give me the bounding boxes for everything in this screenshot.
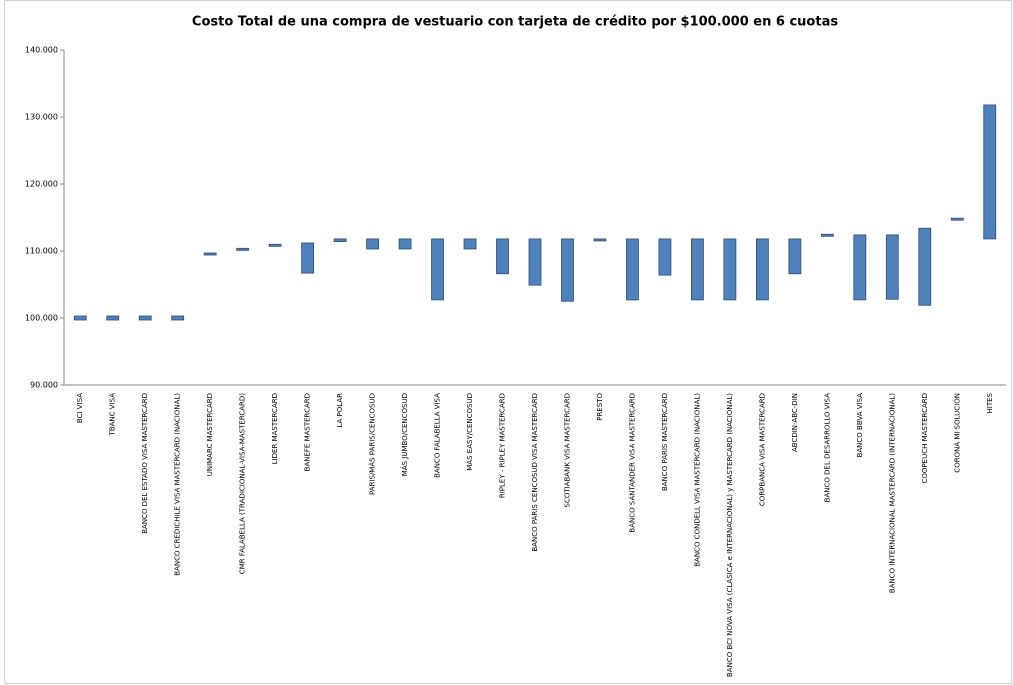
bar	[723, 238, 737, 301]
y-tick-label: 120.000	[25, 180, 58, 189]
x-tick-label: CORPBANCA VISA MASTERCARD	[758, 393, 766, 506]
y-tick-label: 110.000	[25, 247, 58, 256]
x-tick-label: TBANC VISA	[109, 393, 117, 437]
x-tick-label: CORONA MI SOLUCIÓN	[952, 393, 961, 473]
x-tick-label: BANCO CREDICHILE VISA MASTERCARD (NACION…	[174, 393, 182, 576]
x-tick-label: BCI VISA	[76, 393, 84, 423]
x-tick-label: RIPLEY - RIPLEY MASTERCARD	[499, 393, 507, 498]
x-tick-label: BANEFE MASTERCARD	[304, 393, 312, 471]
x-tick-label: BANCO CONDELL VISA MASTERCARD (NACIONAL)	[693, 393, 701, 567]
bar	[171, 315, 185, 321]
x-tick-label: PARIS/MÁS PARIS/CENCOSUD	[368, 393, 377, 495]
bar	[658, 238, 672, 276]
bar	[138, 315, 152, 321]
x-tick-label: BANCO BCI NOVA VISA (CLÁSICA e INTERNACI…	[725, 393, 734, 677]
x-tick-label: MÁS EASY/CENCOSUD	[465, 393, 474, 471]
y-tick-label: 130.000	[25, 113, 58, 122]
x-tick-label: ABCDIN-ABC-DIN	[791, 393, 799, 452]
x-tick-label: COOPEUCH MASTERCARD	[921, 393, 929, 483]
x-tick-label: UNIMARC MASTERCARD	[206, 393, 214, 476]
bar	[203, 252, 217, 256]
bar	[561, 238, 574, 302]
x-tick-label: SCOTIABANK VISA MASTERCARD	[563, 393, 571, 507]
x-tick-label: BANCO INTERNACIONAL MASTERCARD (INTERNAC…	[888, 393, 896, 593]
bar	[398, 238, 412, 250]
bar	[528, 238, 542, 286]
bar	[333, 238, 347, 243]
x-tick-label: BANCO PARIS CENCOSUD VISA MASTERCARD	[531, 393, 539, 552]
bar	[983, 104, 997, 240]
x-tick-label: BANCO BBVA VISA	[856, 393, 864, 458]
chart-frame	[4, 0, 1012, 684]
bar	[106, 315, 120, 321]
x-tick-label: BANCO DEL DESARROLLO VISA	[823, 393, 831, 503]
bar	[301, 242, 315, 274]
bar	[820, 233, 834, 237]
x-tick-label: BANCO FALABELLA VISA	[434, 393, 442, 478]
chart-title: Costo Total de una compra de vestuario c…	[192, 15, 838, 30]
y-tick-label: 90.000	[30, 381, 58, 390]
bar	[788, 238, 802, 275]
x-tick-label: BANCO PARIS MASTERCARD	[661, 393, 669, 491]
x-tick-label: BANCO DEL ESTADO VISA MASTERCARD	[141, 393, 149, 534]
bar	[496, 238, 509, 275]
x-tick-label: BANCO SANTANDER VISA MASTERCARD	[628, 393, 636, 533]
x-tick-label: MÁS JUMBO/CENCOSUD	[400, 393, 409, 476]
bar	[236, 247, 250, 251]
bar	[853, 234, 867, 301]
x-tick-label: LIDER MASTERCARD	[271, 393, 279, 464]
y-tick-label: 100.000	[25, 314, 58, 323]
bar	[73, 315, 87, 321]
y-tick-label: 140.000	[25, 46, 58, 55]
bar	[950, 217, 964, 221]
x-tick-label: CMR FALABELLA (TRADICIONAL-VISA-MASTERCA…	[239, 393, 247, 574]
bar	[463, 238, 477, 250]
bar	[431, 238, 444, 301]
bar	[626, 238, 639, 301]
bar	[918, 227, 932, 306]
bar	[366, 238, 379, 250]
bar	[691, 238, 704, 301]
bar	[755, 238, 769, 301]
x-tick-label: PRESTO	[596, 393, 604, 421]
bar	[885, 234, 899, 300]
x-tick-label: LA POLAR	[336, 393, 344, 428]
bar	[593, 238, 607, 242]
bar	[268, 243, 282, 247]
x-tick-label: HITES	[986, 392, 994, 413]
